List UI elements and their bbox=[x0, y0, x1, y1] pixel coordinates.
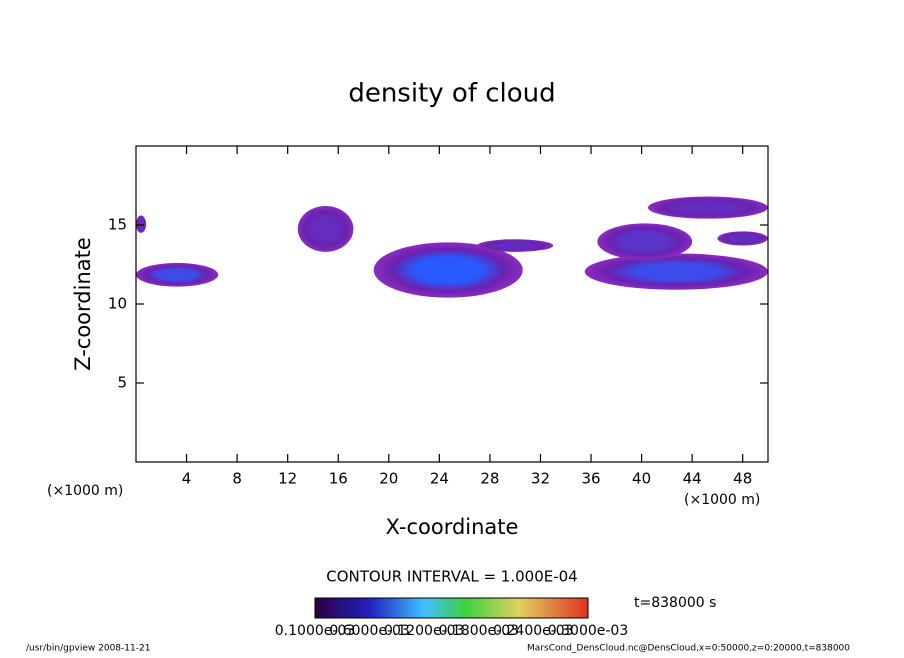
time-label: t=838000 s bbox=[634, 595, 716, 611]
cloud-region bbox=[297, 206, 354, 252]
x-tick-label: 12 bbox=[278, 470, 297, 488]
cloud-region bbox=[136, 262, 219, 287]
colorbar-label: 0.1800e-03 bbox=[439, 623, 519, 639]
colorbar bbox=[314, 597, 589, 619]
plot-frame bbox=[135, 145, 769, 463]
colorbar-label: 0.1000e-03 bbox=[275, 623, 355, 639]
cloud-region bbox=[717, 231, 768, 246]
x-tick-label: 32 bbox=[531, 470, 550, 488]
colorbar-label: 0.6000e-03 bbox=[329, 623, 409, 639]
cloud-region bbox=[647, 196, 769, 219]
x-tick-label: 20 bbox=[379, 470, 398, 488]
x-tick-label: 40 bbox=[632, 470, 651, 488]
footer: /usr/bin/gpview 2008-11-21 bbox=[26, 644, 150, 654]
x-tick-label: 28 bbox=[480, 470, 499, 488]
colorbar-label: 0.3000e-03 bbox=[548, 623, 628, 639]
y-axis-label: Z-coordinate bbox=[71, 237, 95, 371]
x-unit: (×1000 m) bbox=[684, 492, 760, 508]
chart-title: density of cloud bbox=[348, 79, 555, 109]
footer: MarsCond_DensCloud.nc@DensCloud,x=0:5000… bbox=[527, 644, 850, 654]
x-axis-label: X-coordinate bbox=[386, 515, 519, 539]
x-tick-label: 8 bbox=[232, 470, 242, 488]
colorbar-label: 0.1200e-03 bbox=[384, 623, 464, 639]
colorbar-label: 0.2400e-03 bbox=[493, 623, 573, 639]
y-tick-label: 5 bbox=[117, 374, 127, 392]
x-tick-label: 44 bbox=[683, 470, 702, 488]
cloud-region bbox=[136, 215, 147, 233]
cloud-region bbox=[597, 223, 693, 260]
x-tick-label: 48 bbox=[733, 470, 752, 488]
x-unit: (×1000 m) bbox=[47, 483, 123, 499]
y-tick-label: 15 bbox=[108, 216, 127, 234]
cloud-region bbox=[373, 242, 523, 298]
x-tick-label: 24 bbox=[430, 470, 449, 488]
cloud-region bbox=[477, 239, 554, 252]
y-tick-label: 10 bbox=[108, 295, 127, 313]
contour-interval: CONTOUR INTERVAL = 1.000E-04 bbox=[326, 568, 577, 586]
x-tick-label: 36 bbox=[581, 470, 600, 488]
x-tick-label: 16 bbox=[329, 470, 348, 488]
x-tick-label: 4 bbox=[182, 470, 192, 488]
cloud-region bbox=[584, 253, 768, 290]
